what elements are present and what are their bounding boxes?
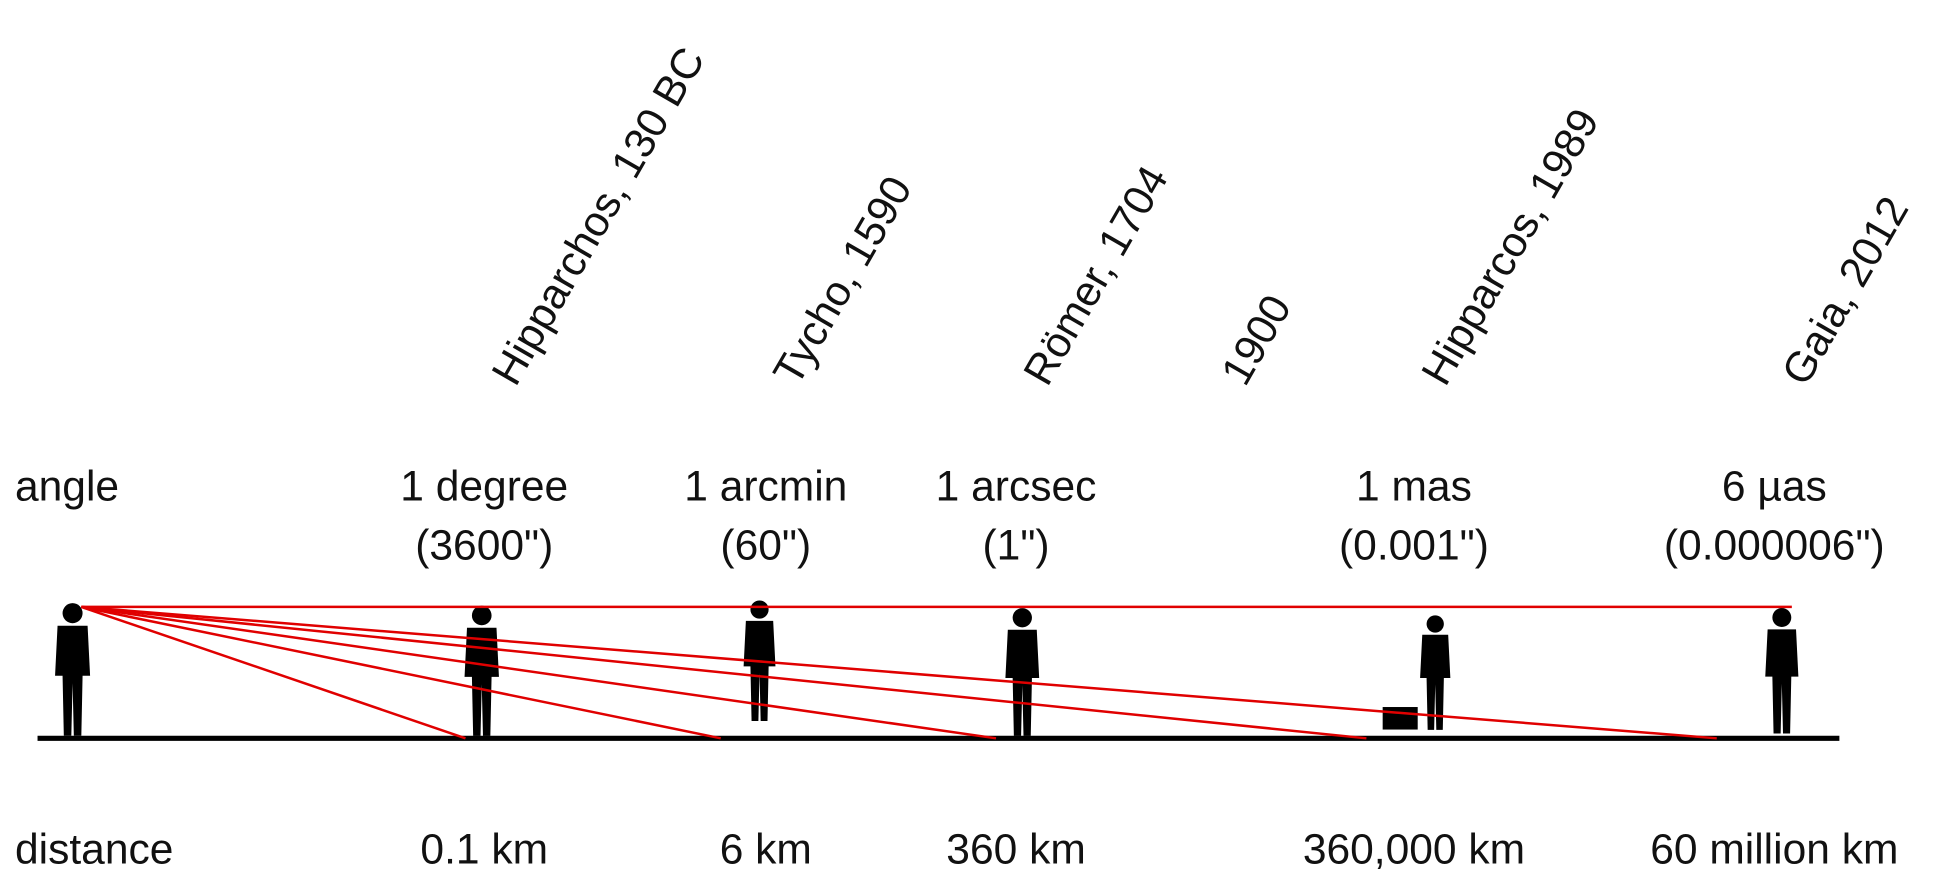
row-label: angle (15, 463, 119, 511)
epoch-label: 1900 (1212, 287, 1301, 393)
angle-arcsec: (1") (983, 521, 1050, 569)
angle-label: 1 degree (400, 463, 568, 511)
dog (1383, 707, 1418, 730)
figure (1005, 608, 1039, 736)
distance-label: 360,000 km (1303, 825, 1525, 871)
distance-label: 6 km (720, 825, 812, 871)
angle-arcsec: (60") (720, 521, 811, 569)
distance-label: 0.1 km (420, 825, 548, 871)
angle-label: 6 µas (1722, 463, 1827, 511)
epoch-label: Tycho, 1590 (764, 168, 921, 393)
angle-label: 1 mas (1356, 463, 1472, 511)
angle-label: 1 arcsec (936, 463, 1097, 511)
row-label: distance (15, 825, 173, 871)
distance-label: 360 km (946, 825, 1085, 871)
angle-arcsec: (0.000006") (1664, 521, 1885, 569)
figure (1420, 615, 1450, 730)
sight-line (81, 607, 720, 738)
epoch-label: Hipparcos, 1989 (1412, 101, 1608, 393)
sight-line (81, 607, 1716, 738)
sight-lines (81, 607, 1792, 738)
figure (1765, 608, 1798, 733)
epoch-label: Hipparchos, 130 BC (483, 39, 715, 393)
angle-arcsec: (0.001") (1339, 521, 1489, 569)
figure (465, 606, 499, 736)
distance-label: 60 million km (1650, 825, 1898, 871)
sight-line (81, 607, 996, 738)
observers (55, 600, 1798, 735)
parallax-diagram: angle distance Hipparchos, 130 BC 1 degre… (0, 0, 1952, 871)
angle-label: 1 arcmin (684, 463, 847, 511)
epoch-label: Gaia, 2012 (1773, 189, 1919, 393)
angle-arcsec: (3600") (415, 521, 553, 569)
epoch-label: Römer, 1704 (1014, 158, 1177, 393)
observer (55, 603, 90, 736)
